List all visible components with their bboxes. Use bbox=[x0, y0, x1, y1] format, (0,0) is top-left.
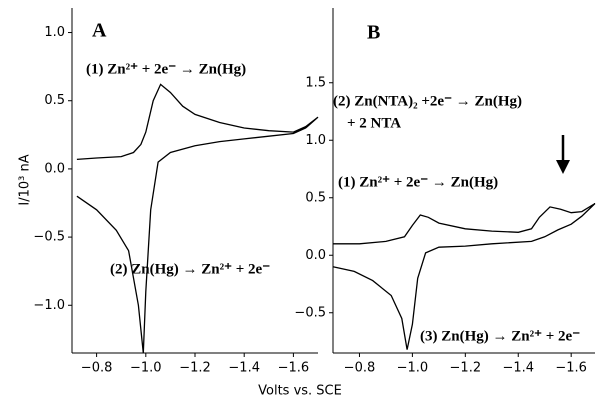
x-tick-label: −1.6 bbox=[555, 361, 587, 376]
x-tick-label: −0.8 bbox=[344, 361, 376, 376]
y-tick-label: 1.0 bbox=[44, 25, 65, 40]
x-tick-label: −0.8 bbox=[81, 361, 113, 376]
x-tick-label: −1.2 bbox=[179, 361, 211, 376]
y-tick-label: 1.0 bbox=[305, 133, 326, 148]
y-tick-label: −0.5 bbox=[33, 230, 65, 245]
x-tick-label: −1.2 bbox=[450, 361, 482, 376]
y-tick-label: −0.5 bbox=[294, 305, 326, 320]
cv-curve bbox=[76, 83, 319, 354]
x-tick-label: −1.6 bbox=[278, 361, 310, 376]
annotation: (2) Zn(NTA)₂ +2e⁻ → Zn(Hg) bbox=[333, 93, 522, 109]
annotation: + 2 NTA bbox=[347, 115, 401, 131]
annotation: (1) Zn²⁺ + 2e⁻ → Zn(Hg) bbox=[86, 61, 246, 77]
panel-title: B bbox=[367, 22, 380, 44]
annotation: (2) Zn(Hg) → Zn²⁺ + 2e⁻ bbox=[110, 261, 270, 277]
y-tick-label: 0.5 bbox=[305, 190, 326, 205]
arrow-head bbox=[556, 160, 570, 174]
y-tick-label: 0.5 bbox=[44, 93, 65, 108]
annotation: (3) Zn(Hg) → Zn²⁺ + 2e⁻ bbox=[420, 328, 580, 344]
y-tick-label: 0.0 bbox=[44, 161, 65, 176]
x-tick-label: −1.4 bbox=[502, 361, 534, 376]
x-tick-label: −1.0 bbox=[130, 361, 162, 376]
x-tick-label: −1.4 bbox=[228, 361, 260, 376]
panel-title: A bbox=[92, 20, 107, 42]
y-tick-label: −1.0 bbox=[33, 298, 65, 313]
y-tick-label: 1.5 bbox=[305, 75, 326, 90]
y-axis-label: I/10³ nA bbox=[18, 154, 33, 205]
annotation: (1) Zn²⁺ + 2e⁻ → Zn(Hg) bbox=[338, 174, 498, 190]
y-tick-label: 0.0 bbox=[305, 248, 326, 263]
cv-curve bbox=[332, 202, 596, 350]
x-tick-label: −1.0 bbox=[397, 361, 429, 376]
x-axis-label: Volts vs. SCE bbox=[258, 384, 342, 399]
